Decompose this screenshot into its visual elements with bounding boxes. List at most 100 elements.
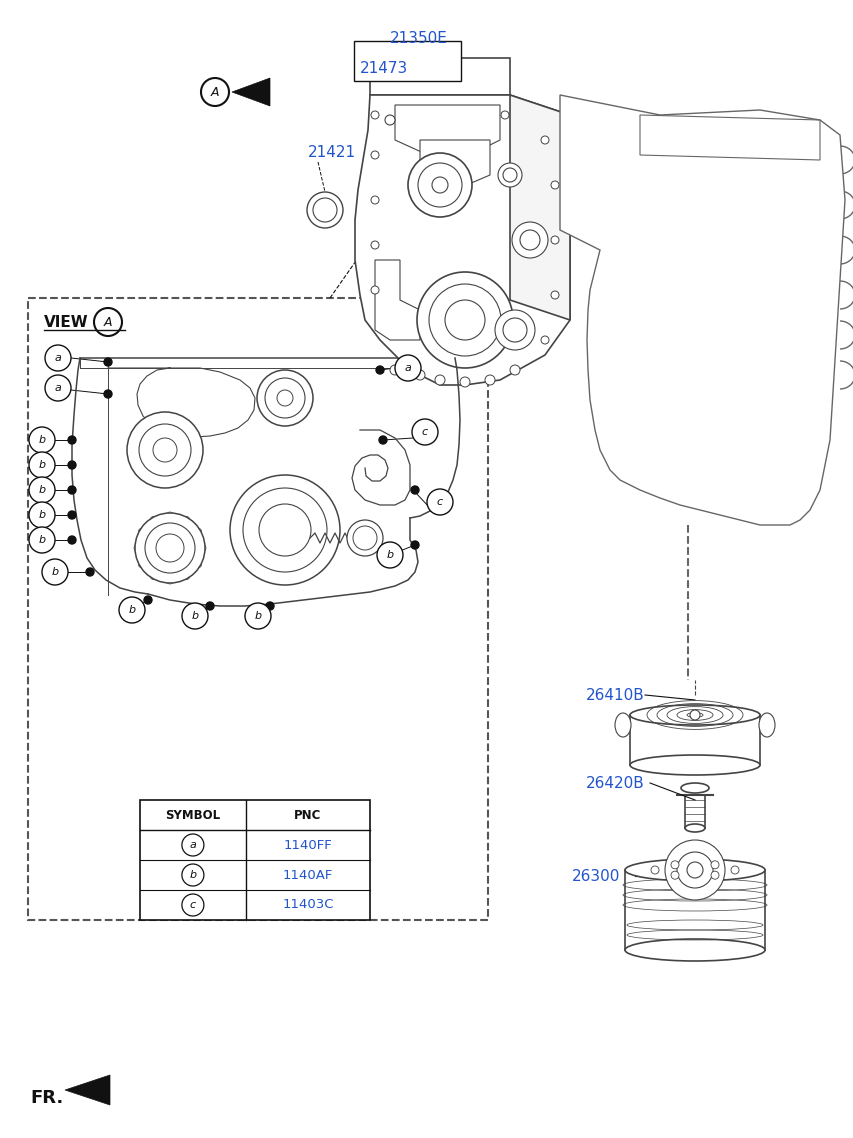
Circle shape — [502, 318, 526, 343]
Text: c: c — [437, 497, 443, 508]
Circle shape — [134, 544, 142, 552]
Text: 1140FF: 1140FF — [283, 839, 332, 851]
Text: b: b — [386, 550, 393, 560]
Circle shape — [138, 560, 146, 568]
Circle shape — [257, 370, 313, 426]
Circle shape — [495, 310, 534, 351]
Circle shape — [509, 365, 519, 376]
Circle shape — [182, 834, 204, 856]
Circle shape — [138, 528, 146, 536]
Circle shape — [182, 603, 208, 629]
Ellipse shape — [680, 783, 708, 793]
Text: PNC: PNC — [294, 808, 322, 822]
Text: 21473: 21473 — [360, 60, 408, 75]
Ellipse shape — [630, 754, 759, 775]
Text: b: b — [189, 869, 196, 880]
FancyBboxPatch shape — [140, 800, 369, 920]
Text: A: A — [103, 315, 112, 329]
Text: c: c — [189, 900, 195, 910]
Text: VIEW: VIEW — [44, 314, 89, 330]
Circle shape — [346, 520, 382, 556]
Circle shape — [68, 511, 76, 519]
Circle shape — [370, 241, 379, 249]
Ellipse shape — [614, 714, 630, 737]
Text: b: b — [38, 510, 45, 520]
Circle shape — [150, 571, 158, 579]
Text: b: b — [51, 567, 59, 577]
Circle shape — [444, 300, 485, 340]
Circle shape — [485, 376, 495, 385]
Circle shape — [68, 461, 76, 469]
Circle shape — [182, 894, 204, 916]
Circle shape — [512, 222, 548, 258]
Circle shape — [206, 602, 214, 610]
Circle shape — [434, 376, 444, 385]
Circle shape — [501, 112, 508, 119]
Circle shape — [370, 112, 379, 119]
Circle shape — [245, 603, 270, 629]
Circle shape — [676, 852, 712, 888]
Circle shape — [29, 452, 55, 478]
Circle shape — [370, 196, 379, 204]
Circle shape — [182, 571, 189, 579]
Text: a: a — [55, 384, 61, 393]
Circle shape — [153, 438, 177, 462]
Ellipse shape — [630, 706, 759, 725]
Circle shape — [29, 527, 55, 553]
Circle shape — [104, 358, 112, 366]
Circle shape — [306, 192, 343, 228]
Text: 21421: 21421 — [308, 145, 356, 159]
Circle shape — [45, 376, 71, 401]
Ellipse shape — [624, 859, 764, 881]
Circle shape — [370, 286, 379, 294]
Circle shape — [686, 861, 702, 879]
Circle shape — [29, 477, 55, 503]
Circle shape — [104, 390, 112, 398]
Circle shape — [550, 236, 559, 244]
Circle shape — [670, 872, 678, 880]
Circle shape — [650, 866, 659, 874]
Circle shape — [29, 427, 55, 453]
Text: b: b — [38, 460, 45, 470]
Text: SYMBOL: SYMBOL — [165, 808, 220, 822]
Circle shape — [670, 860, 678, 868]
Circle shape — [68, 536, 76, 544]
FancyBboxPatch shape — [28, 298, 487, 920]
Polygon shape — [560, 94, 844, 525]
Text: a: a — [189, 840, 196, 850]
Circle shape — [540, 137, 548, 145]
Circle shape — [139, 424, 191, 476]
Circle shape — [229, 475, 339, 585]
Circle shape — [428, 284, 501, 356]
Polygon shape — [369, 58, 509, 94]
Circle shape — [375, 366, 384, 374]
Polygon shape — [420, 140, 490, 190]
Text: b: b — [38, 485, 45, 495]
Circle shape — [198, 544, 206, 552]
Text: a: a — [55, 353, 61, 363]
Text: c: c — [421, 427, 427, 437]
Circle shape — [119, 597, 145, 622]
Polygon shape — [509, 94, 569, 320]
Circle shape — [194, 528, 201, 536]
Circle shape — [408, 152, 472, 217]
Circle shape — [145, 523, 194, 574]
Text: b: b — [38, 535, 45, 545]
Circle shape — [127, 412, 203, 488]
Circle shape — [243, 488, 327, 572]
Circle shape — [264, 378, 305, 418]
Polygon shape — [395, 105, 499, 165]
Circle shape — [313, 198, 337, 222]
Ellipse shape — [684, 824, 705, 832]
Circle shape — [411, 419, 438, 445]
Circle shape — [194, 560, 201, 568]
Polygon shape — [355, 94, 569, 385]
Circle shape — [379, 436, 386, 444]
Text: b: b — [191, 611, 199, 621]
Circle shape — [182, 864, 204, 887]
Circle shape — [711, 872, 718, 880]
Polygon shape — [65, 1075, 110, 1105]
Circle shape — [417, 163, 461, 207]
Circle shape — [432, 178, 448, 193]
Text: a: a — [404, 363, 411, 373]
